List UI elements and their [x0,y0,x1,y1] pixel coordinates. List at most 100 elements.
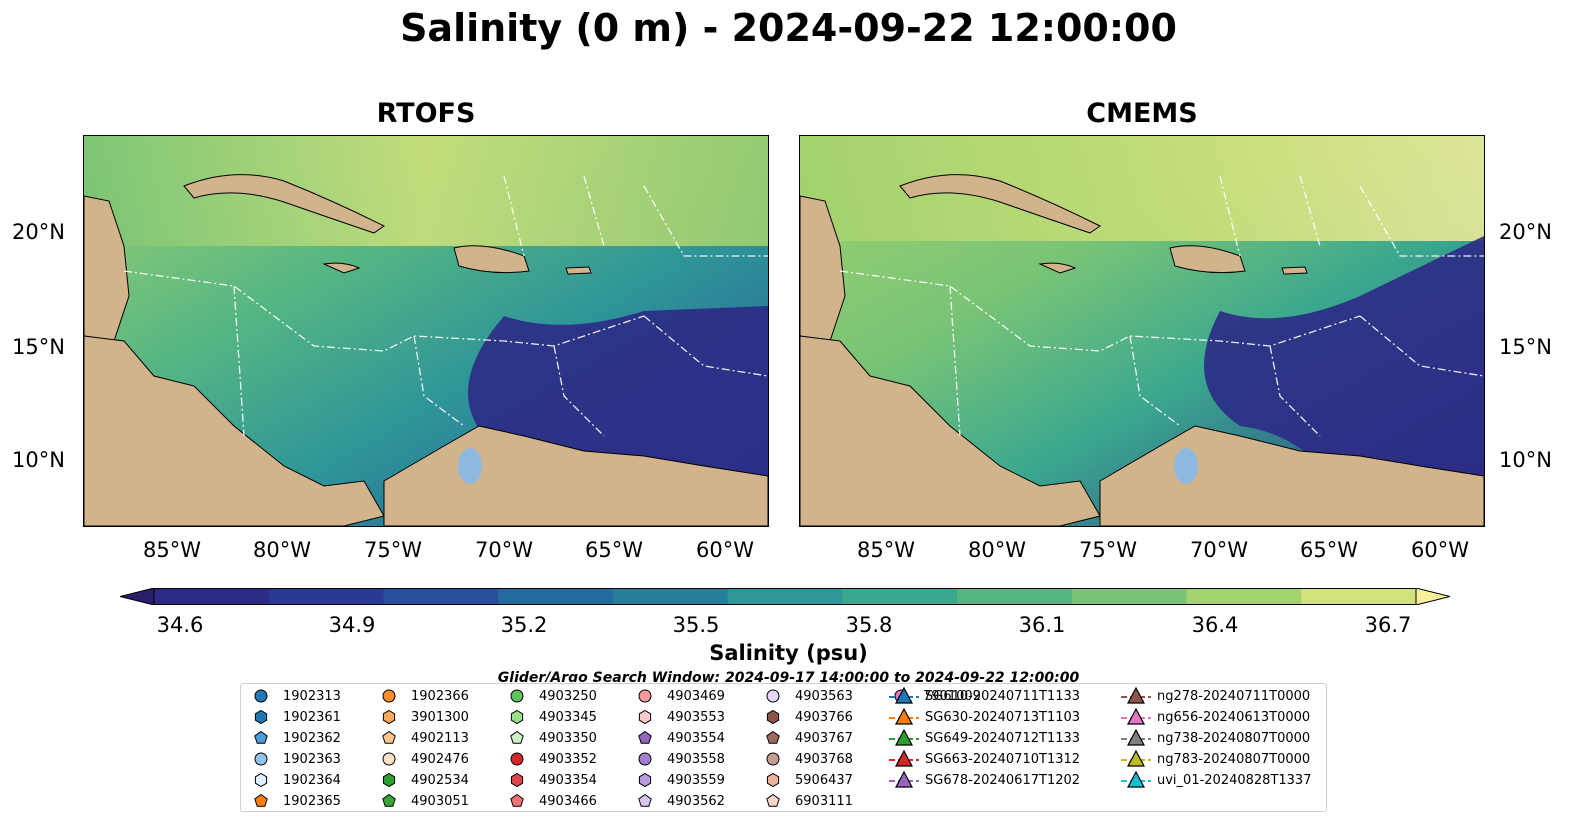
colorbar-segment [612,588,729,605]
triangle-marker-icon [889,771,919,788]
colorbar-tick: 36.7 [1364,613,1412,637]
land-hispaniola [453,245,530,274]
legend-label: SG630-20240713T1103 [925,709,1081,725]
triangle-marker-icon [889,708,919,725]
circle-marker-icon [254,752,268,766]
legend-label: 1902361 [283,709,341,725]
colorbar-tick: 36.1 [1018,613,1066,637]
colorbar-segment [957,588,1073,605]
lon-tick: 75°W [1079,538,1137,562]
hexagon-marker-icon [766,772,780,788]
legend-label: 4903469 [667,688,725,704]
circle-marker-icon [510,689,524,703]
lat-tick: 10°N [1499,448,1552,472]
colorbar-tick: 36.4 [1191,613,1239,637]
colorbar-segment [1071,588,1188,605]
land-hispaniola [1169,245,1246,274]
hexagon-marker-icon [254,772,268,788]
legend-entry-argo: 4902534 [381,770,469,790]
legend-entry-argo: 4903350 [509,728,597,748]
legend-label: 4903554 [667,730,725,746]
triangle-marker-icon [889,750,919,767]
panel-title-cmems: CMEMS [1086,98,1198,129]
pentagon-marker-icon [254,793,268,807]
lon-tick: 80°W [968,538,1026,562]
legend-label: uvi_01-20240828T1337 [1157,772,1312,788]
hexagon-marker-icon [254,709,268,725]
lon-tick: 85°W [143,538,201,562]
legend-entry-argo: 4902476 [381,749,469,769]
hexagon-marker-icon [510,709,524,725]
triangle-marker-icon [889,729,919,746]
legend-entry-glider: SG630-20240713T1103 [889,707,1080,727]
legend-label: 1902363 [283,751,341,767]
circle-marker-icon [382,752,396,766]
hexagon-marker-icon [382,772,396,788]
legend-entry-argo: 4903051 [381,791,469,811]
legend-label: 4903553 [667,709,725,725]
lat-tick: 10°N [12,448,65,472]
legend-label: SG663-20240710T1312 [925,751,1081,767]
lat-tick: 20°N [12,220,65,244]
legend-entry-glider: SG663-20240710T1312 [889,749,1080,769]
lake-maracaibo [458,448,482,484]
colorbar-tick: 35.8 [845,613,893,637]
pentagon-marker-icon [382,730,396,744]
map-rtofs-svg [83,136,769,527]
circle-marker-icon [254,689,268,703]
land-puerto-rico [1281,266,1308,275]
pentagon-marker-icon [766,730,780,744]
colorbar-tick: 34.6 [156,613,204,637]
colorbar-label: Salinity (psu) [709,641,868,665]
legend-entry-argo: 4903559 [637,770,725,790]
circle-marker-icon [510,752,524,766]
map-panel-cmems [799,135,1485,527]
colorbar-segment [154,588,270,605]
legend-entry-glider: uvi_01-20240828T1337 [1121,770,1311,790]
colorbar-extend-high [1415,588,1450,605]
legend-entry-argo: 4903345 [509,707,597,727]
circle-marker-icon [382,689,396,703]
pentagon-marker-icon [638,730,652,744]
map-cmems-svg [799,136,1485,527]
legend-label: 6903111 [795,793,853,809]
legend-entry-argo: 4903562 [637,791,725,811]
legend-label: 4902113 [411,730,469,746]
legend-entry-argo: 4903354 [509,770,597,790]
land-jamaica [1038,262,1077,274]
lon-tick: 65°W [1300,538,1358,562]
colorbar-frame [153,588,1417,605]
legend-entry-glider: ng783-20240807T0000 [1121,749,1310,769]
triangle-marker-icon [1121,750,1151,767]
legend-label: ng783-20240807T0000 [1157,751,1311,767]
legend-label: SG649-20240712T1133 [925,730,1081,746]
land-jamaica [322,262,361,274]
legend-entry-argo: 4903766 [765,707,853,727]
legend-label: 4903354 [539,772,597,788]
lon-tick: 80°W [253,538,311,562]
colorbar-segment [727,588,843,605]
legend-entry-argo: 4903767 [765,728,853,748]
land-cuba [183,174,385,234]
triangle-marker-icon [889,687,919,704]
pentagon-marker-icon [510,793,524,807]
legend-label: 4902534 [411,772,469,788]
legend-label: 4903563 [795,688,853,704]
panel-title-rtofs: RTOFS [376,98,476,129]
legend-entry-argo: 4903558 [637,749,725,769]
colorbar-segment [1301,588,1417,605]
lon-tick: 70°W [475,538,533,562]
legend: 1902313 1902361 1902362 1902363 1902364 19023… [240,683,1327,812]
legend-entry-argo: 1902364 [253,770,341,790]
legend-label: ng738-20240807T0000 [1157,730,1311,746]
legend-entry-argo: 4903554 [637,728,725,748]
legend-label: 4903559 [667,772,725,788]
legend-label: 4903466 [539,793,597,809]
legend-entry-argo: 5906437 [765,770,853,790]
colorbar-segment [268,588,384,605]
lon-tick: 85°W [857,538,915,562]
map-panel-rtofs [83,135,769,527]
legend-label: 1902365 [283,793,341,809]
legend-entry-argo: 1902363 [253,749,341,769]
triangle-marker-icon [1121,771,1151,788]
